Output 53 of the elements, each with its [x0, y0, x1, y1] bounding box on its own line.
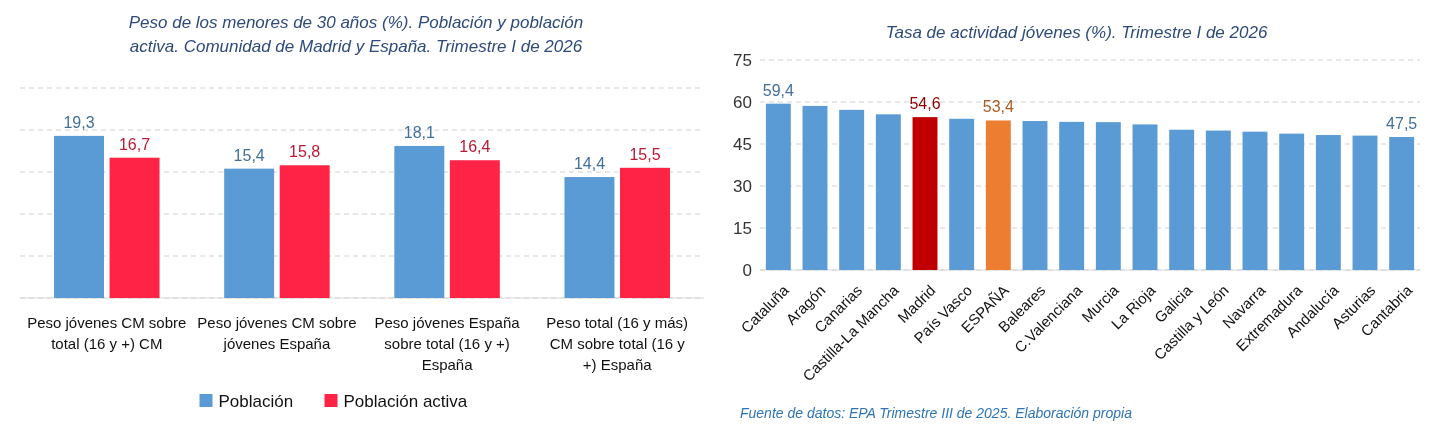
bar [564, 177, 615, 298]
data-label: 14,4 [573, 155, 606, 173]
bar [802, 105, 828, 270]
bar [949, 118, 975, 270]
bar [1205, 130, 1231, 270]
bar [224, 168, 275, 298]
bar [1315, 135, 1341, 270]
x-tick-label: Peso jóvenes CM sobre total (16 y +) CM [27, 314, 187, 352]
bar [54, 135, 104, 298]
bar [1095, 122, 1121, 270]
x-tick-label: Peso jóvenes España sobre total (16 y +) España [374, 314, 521, 373]
bar [109, 157, 160, 298]
y-tick-label: 30 [733, 177, 752, 196]
y-tick-label: 15 [733, 219, 752, 238]
bar [394, 145, 445, 298]
bar [1059, 121, 1085, 270]
bar [839, 109, 865, 270]
legend-label: Población activa [343, 391, 468, 411]
chart-title: Tasa de actividad jóvenes (%). Trimestre I de 2026 [885, 23, 1268, 42]
bar [279, 165, 330, 298]
bar [1279, 133, 1305, 270]
chart-title: Peso de los menores de 30 años (%). Población y población activa. Comunidad de Madrid y España. Trimestre I de 2026 [128, 13, 584, 56]
data-label: 15,5 [629, 145, 661, 163]
data-label: 59,4 [762, 81, 795, 99]
bar [620, 167, 670, 298]
y-tick-label: 60 [733, 93, 752, 112]
x-tick-label: Peso jóvenes CM sobre jóvenes España [197, 314, 357, 352]
data-label: 19,3 [63, 113, 95, 131]
data-label: 15,4 [233, 146, 265, 164]
y-tick-label: 75 [733, 51, 752, 70]
data-label: 54,6 [909, 95, 941, 113]
data-label: 15,8 [289, 143, 321, 161]
y-tick-label: 45 [733, 135, 752, 154]
bar [912, 117, 938, 270]
data-label: 16,7 [118, 135, 151, 153]
data-label: 53,4 [982, 98, 1015, 116]
bar [449, 160, 500, 298]
bar [765, 103, 791, 270]
bar [1022, 121, 1048, 270]
legend-label: Población [218, 391, 294, 411]
bar [875, 114, 901, 270]
bar [1352, 135, 1378, 270]
bar [1132, 124, 1158, 270]
bar [1169, 129, 1195, 270]
bar [985, 120, 1011, 270]
bar [1389, 137, 1415, 270]
y-tick-label: 0 [742, 261, 752, 280]
x-tick-label: Peso total (16 y más) CM sobre total (16 y +) España [546, 314, 689, 373]
bar [1242, 131, 1268, 270]
data-label: 47,5 [1386, 115, 1418, 132]
data-label: 18,1 [403, 123, 435, 141]
source-note: Fuente de datos: EPA Trimestre III de 2025. Elaboración propia [740, 405, 1133, 421]
data-label: 16,4 [459, 138, 491, 156]
